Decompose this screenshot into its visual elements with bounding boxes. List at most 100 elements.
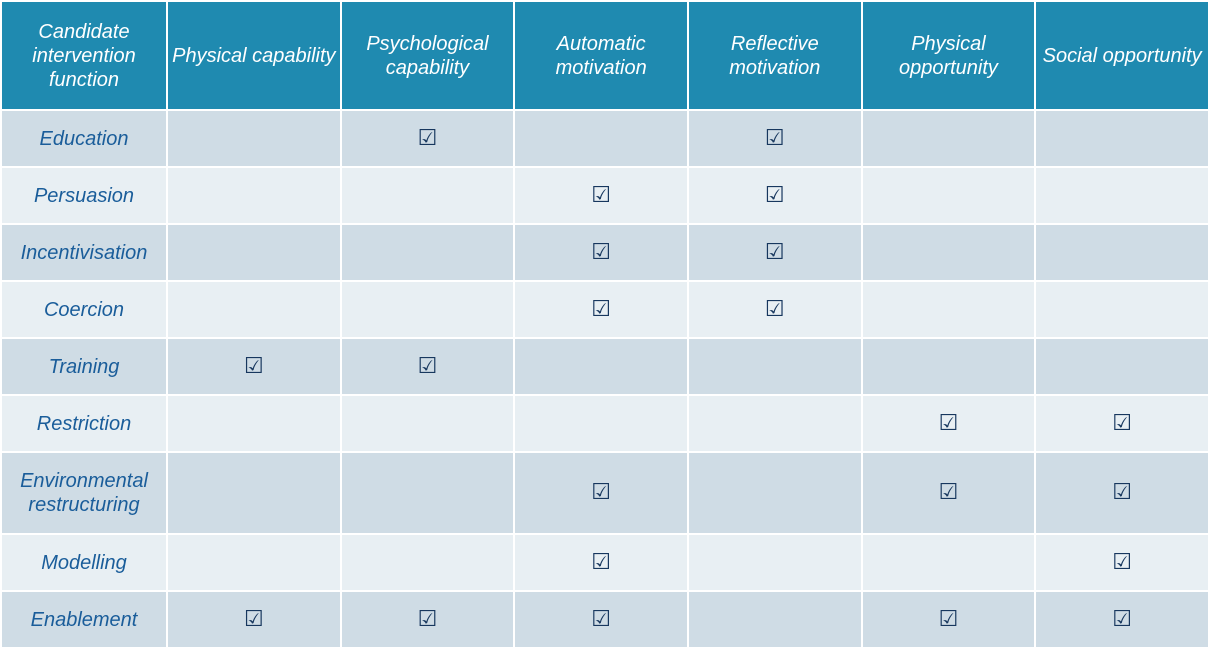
matrix-cell (168, 396, 340, 451)
table-row: Education ☑ ☑ (2, 111, 1208, 166)
row-label: Training (2, 339, 166, 394)
checkbox-checked-icon: ☑ (591, 480, 611, 505)
matrix-cell (1036, 168, 1208, 223)
row-label: Restriction (2, 396, 166, 451)
matrix-cell (341, 396, 514, 451)
row-label: Environmental restructuring (2, 453, 166, 533)
matrix-cell (1036, 111, 1208, 166)
matrix-cell: ☑ (688, 225, 861, 280)
checkbox-checked-icon: ☑ (591, 182, 611, 208)
row-label: Coercion (2, 282, 166, 337)
header-corner: Candidate intervention function (2, 2, 166, 109)
matrix-cell: ☑ (862, 453, 1035, 533)
matrix-cell (688, 396, 861, 451)
checkbox-checked-icon: ☑ (764, 182, 785, 208)
header-physical-opportunity: Physical opportunity (862, 2, 1035, 109)
matrix-cell (862, 282, 1035, 337)
header-psychological-capability: Psychological capability (341, 2, 514, 109)
checkbox-checked-icon: ☑ (417, 353, 438, 379)
row-label: Incentivisation (2, 225, 166, 280)
matrix-cell (341, 168, 514, 223)
table-row: Training ☑ ☑ (2, 339, 1208, 394)
checkbox-checked-icon: ☑ (764, 239, 785, 265)
matrix-cell (515, 339, 687, 394)
table-row: Enablement ☑ ☑ ☑ ☑ ☑ (2, 592, 1208, 647)
matrix-cell: ☑ (1036, 453, 1208, 533)
checkbox-checked-icon: ☑ (764, 296, 785, 322)
matrix-cell (341, 453, 514, 533)
matrix-cell: ☑ (1036, 592, 1208, 647)
matrix-cell (168, 535, 340, 590)
matrix-cell (168, 111, 340, 166)
matrix-cell: ☑ (1036, 535, 1208, 590)
matrix-cell: ☑ (515, 453, 687, 533)
matrix-cell: ☑ (341, 592, 514, 647)
matrix-cell: ☑ (688, 168, 861, 223)
row-label: Persuasion (2, 168, 166, 223)
checkbox-checked-icon: ☑ (243, 606, 264, 632)
matrix-cell: ☑ (168, 592, 340, 647)
checkbox-checked-icon: ☑ (591, 606, 611, 632)
matrix-cell (688, 535, 861, 590)
checkbox-checked-icon: ☑ (591, 239, 611, 265)
matrix-cell (862, 225, 1035, 280)
checkbox-checked-icon: ☑ (1112, 410, 1132, 436)
table-row: Restriction ☑ ☑ (2, 396, 1208, 451)
table-row: Coercion ☑ ☑ (2, 282, 1208, 337)
matrix-cell (341, 535, 514, 590)
header-row: Candidate intervention function Physical… (2, 2, 1208, 109)
header-automatic-motivation: Automatic motivation (515, 2, 687, 109)
matrix-cell (168, 168, 340, 223)
matrix-cell: ☑ (515, 592, 687, 647)
table-row: Persuasion ☑ ☑ (2, 168, 1208, 223)
header-reflective-motivation: Reflective motivation (688, 2, 861, 109)
matrix-cell: ☑ (862, 396, 1035, 451)
row-label: Enablement (2, 592, 166, 647)
matrix-cell: ☑ (688, 282, 861, 337)
checkbox-checked-icon: ☑ (764, 125, 785, 151)
matrix-cell (515, 111, 687, 166)
matrix-cell (862, 168, 1035, 223)
checkbox-checked-icon: ☑ (1112, 606, 1132, 632)
matrix-cell: ☑ (341, 111, 514, 166)
table-body: Education ☑ ☑ Persuasion ☑ ☑ Incentivisation ☑ ☑… (2, 111, 1208, 647)
matrix-cell (862, 111, 1035, 166)
table-row: Incentivisation ☑ ☑ (2, 225, 1208, 280)
matrix-cell: ☑ (688, 111, 861, 166)
matrix-cell: ☑ (341, 339, 514, 394)
matrix-cell (688, 592, 861, 647)
checkbox-checked-icon: ☑ (243, 353, 264, 379)
matrix-cell (688, 453, 861, 533)
matrix-cell (515, 396, 687, 451)
matrix-cell (168, 225, 340, 280)
checkbox-checked-icon: ☑ (1112, 480, 1132, 505)
checkbox-checked-icon: ☑ (591, 549, 611, 575)
matrix-cell (341, 282, 514, 337)
matrix-cell (1036, 225, 1208, 280)
header-physical-capability: Physical capability (168, 2, 340, 109)
matrix-cell (862, 339, 1035, 394)
matrix-cell: ☑ (515, 282, 687, 337)
matrix-cell: ☑ (515, 168, 687, 223)
matrix-cell (168, 282, 340, 337)
matrix-cell: ☑ (515, 535, 687, 590)
checkbox-checked-icon: ☑ (417, 125, 438, 151)
matrix-cell (862, 535, 1035, 590)
checkbox-checked-icon: ☑ (938, 480, 959, 505)
matrix-cell (688, 339, 861, 394)
matrix-cell: ☑ (168, 339, 340, 394)
matrix-cell: ☑ (862, 592, 1035, 647)
checkbox-checked-icon: ☑ (938, 606, 959, 632)
checkbox-checked-icon: ☑ (938, 410, 959, 436)
checkbox-checked-icon: ☑ (1112, 549, 1132, 575)
matrix-cell: ☑ (515, 225, 687, 280)
header-social-opportunity: Social opportunity (1036, 2, 1208, 109)
checkbox-checked-icon: ☑ (417, 606, 438, 632)
matrix-cell (168, 453, 340, 533)
table-row: Environmental restructuring ☑ ☑ ☑ (2, 453, 1208, 533)
matrix-cell (1036, 282, 1208, 337)
checkbox-checked-icon: ☑ (591, 296, 611, 322)
table-row: Modelling ☑ ☑ (2, 535, 1208, 590)
row-label: Modelling (2, 535, 166, 590)
